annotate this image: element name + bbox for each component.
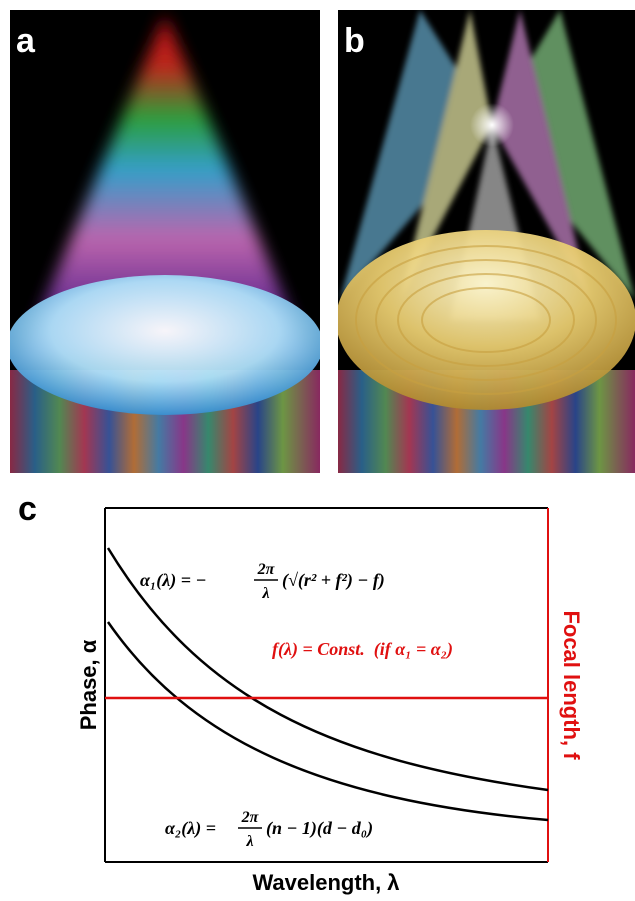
equation-part: λ bbox=[245, 833, 253, 850]
equation-part: (n − 1)(d − d₀) bbox=[266, 818, 373, 839]
equation-part: 2π bbox=[241, 809, 260, 826]
equation-part: (√(r² + f²) − f) bbox=[282, 570, 385, 591]
y2-axis-label: Focal length, f bbox=[559, 610, 584, 760]
plot-frame bbox=[105, 508, 548, 862]
equation-1: α₁(λ) = − 2π λ (√(r² + f²) − f) bbox=[140, 561, 385, 602]
equation-part: 2π bbox=[257, 561, 276, 578]
panel-b-image bbox=[336, 10, 635, 473]
equation-part: α₁(λ) = − bbox=[140, 570, 206, 591]
panel-label: a bbox=[16, 22, 36, 60]
figure: a b c Phase, α Focal length, f Wavelengt… bbox=[0, 0, 635, 901]
x-axis-label: Wavelength, λ bbox=[252, 870, 399, 895]
panel-a-image bbox=[7, 10, 323, 473]
equation-part: λ bbox=[261, 585, 269, 602]
focal-note: f(λ) = Const. (if α₁ = α₂) bbox=[272, 639, 453, 660]
equation-part: α₂(λ) = bbox=[165, 818, 216, 839]
y-axis-label: Phase, α bbox=[76, 639, 101, 730]
panel-label: b bbox=[344, 22, 365, 60]
equation-2: α₂(λ) = 2π λ (n − 1)(d − d₀) bbox=[165, 809, 373, 850]
panel-label: c bbox=[18, 490, 37, 528]
